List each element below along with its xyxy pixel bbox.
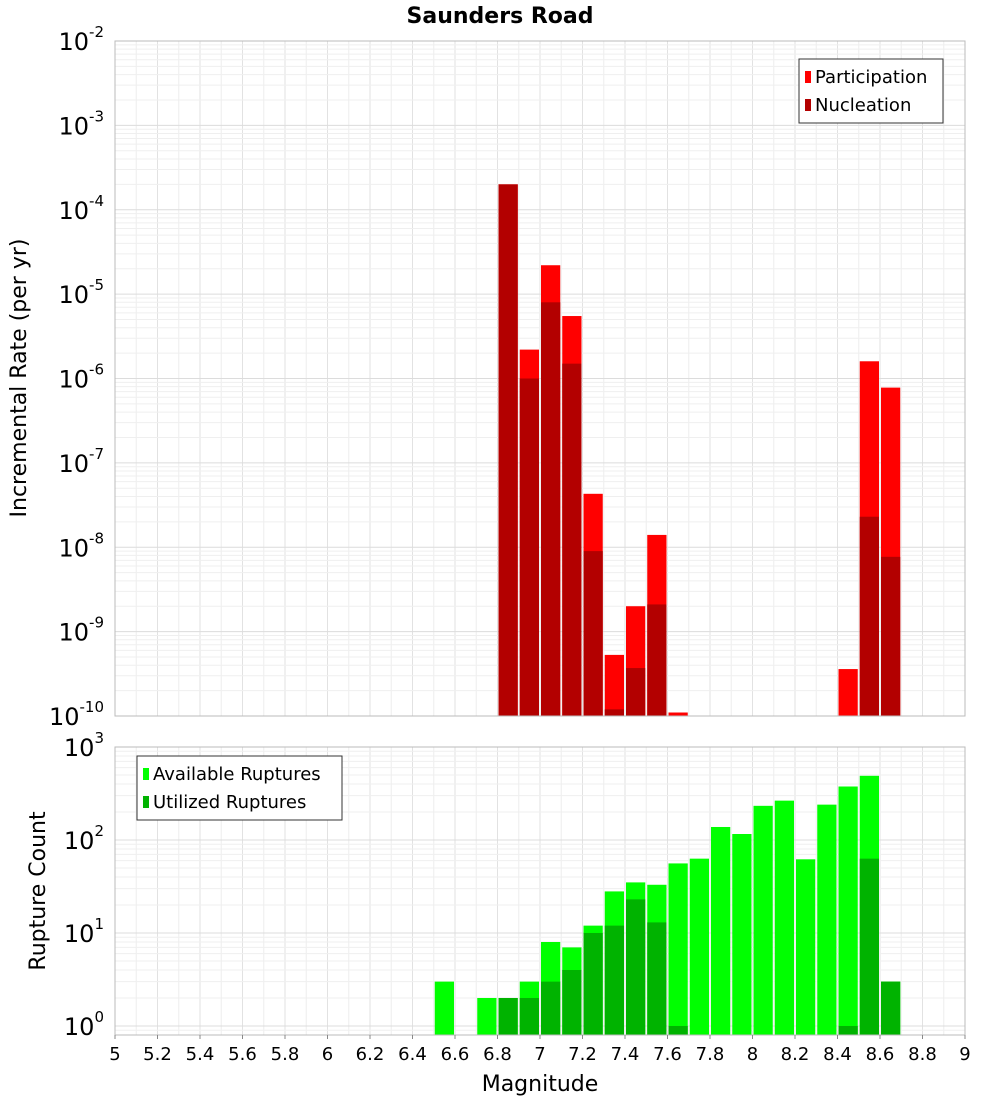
top-bar-series2 bbox=[626, 668, 646, 716]
x-tick-label: 6 bbox=[322, 1044, 333, 1065]
bottom-legend-label: Utilized Ruptures bbox=[153, 792, 306, 813]
x-tick-label: 5 bbox=[109, 1044, 120, 1065]
x-axis-label: Magnitude bbox=[482, 1072, 599, 1097]
bottom-bar-series2 bbox=[583, 932, 603, 1035]
top-bar-series2 bbox=[562, 363, 582, 716]
top-y-tick-label: 10-5 bbox=[58, 276, 104, 309]
top-y-tick-label: 10-8 bbox=[58, 529, 104, 562]
top-bar-series2 bbox=[859, 516, 879, 716]
bottom-bar-series1 bbox=[838, 786, 858, 1035]
top-y-tick-label: 10-2 bbox=[58, 23, 104, 56]
x-tick-label: 9 bbox=[959, 1044, 970, 1065]
top-y-axis-label: Incremental Rate (per yr) bbox=[7, 239, 32, 518]
top-bar-series2 bbox=[541, 302, 561, 716]
top-legend-box bbox=[798, 58, 944, 124]
top-bar-series2 bbox=[583, 551, 603, 716]
x-tick-label: 5.2 bbox=[143, 1044, 172, 1065]
bottom-bar-series2 bbox=[838, 1025, 858, 1035]
bottom-bar-series2 bbox=[647, 922, 667, 1035]
bottom-bar-series1 bbox=[668, 863, 688, 1035]
x-tick-label: 6.4 bbox=[398, 1044, 427, 1065]
bottom-legend-label: Available Ruptures bbox=[153, 764, 321, 785]
top-legend-label: Participation bbox=[815, 67, 927, 88]
bottom-plot-area: 100 101 102 103 Available Ruptures Utilized R… bbox=[64, 729, 971, 1065]
x-tick-label: 7.8 bbox=[696, 1044, 725, 1065]
top-bar-series1 bbox=[838, 669, 858, 716]
top-bar-series2 bbox=[498, 184, 518, 717]
x-tick-label: 5.6 bbox=[228, 1044, 257, 1065]
bottom-bar-series2 bbox=[881, 981, 901, 1035]
top-bar-series1 bbox=[668, 712, 688, 716]
top-y-tick-label: 10-4 bbox=[58, 192, 104, 225]
bottom-y-tick-label: 103 bbox=[64, 729, 104, 762]
x-tick-label: 5.8 bbox=[271, 1044, 300, 1065]
x-tick-label: 8.6 bbox=[866, 1044, 895, 1065]
bottom-y-tick-label: 102 bbox=[64, 822, 104, 855]
bottom-bar-series1 bbox=[434, 981, 454, 1035]
x-tick-label: 5.4 bbox=[186, 1044, 215, 1065]
top-y-tick-label: 10-6 bbox=[58, 361, 104, 394]
bottom-bar-series1 bbox=[732, 834, 752, 1035]
bottom-legend-box bbox=[136, 755, 343, 821]
top-y-tick-label: 10-7 bbox=[58, 445, 104, 478]
x-tick-label: 8.4 bbox=[823, 1044, 852, 1065]
top-bar-series2 bbox=[647, 604, 667, 716]
top-legend-swatch bbox=[805, 71, 811, 83]
top-bar-series2 bbox=[519, 378, 539, 716]
bottom-legend-swatch bbox=[143, 796, 149, 808]
bottom-bar-series1 bbox=[753, 805, 773, 1035]
bottom-y-tick-label: 101 bbox=[64, 915, 104, 948]
x-tick-label: 6.2 bbox=[356, 1044, 385, 1065]
x-tick-label: 7.2 bbox=[568, 1044, 597, 1065]
bottom-bar-series2 bbox=[626, 899, 646, 1035]
x-tick-label: 6.6 bbox=[441, 1044, 470, 1065]
x-tick-label: 7.4 bbox=[611, 1044, 640, 1065]
x-tick-label: 7.6 bbox=[653, 1044, 682, 1065]
bottom-bar-series2 bbox=[668, 1025, 688, 1035]
chart-title: Saunders Road bbox=[407, 4, 594, 29]
top-plot-area: 10-10 10-9 10-8 10-7 10-6 10-5 10-4 10-3 10-2 Par… bbox=[49, 23, 966, 731]
top-y-tick-label: 10-3 bbox=[58, 107, 104, 140]
top-legend-label: Nucleation bbox=[815, 95, 911, 116]
x-tick-label: 8 bbox=[747, 1044, 758, 1065]
bottom-y-tick-label: 100 bbox=[64, 1008, 104, 1041]
top-legend-swatch bbox=[805, 99, 811, 111]
bottom-bar-series1 bbox=[774, 800, 794, 1035]
x-tick-label: 7 bbox=[534, 1044, 545, 1065]
bottom-bar-series1 bbox=[477, 997, 497, 1035]
bottom-bar-series1 bbox=[796, 859, 816, 1035]
bottom-y-axis-label: Rupture Count bbox=[26, 811, 51, 971]
bottom-bar-series2 bbox=[604, 925, 624, 1035]
top-y-tick-label: 10-10 bbox=[49, 698, 104, 731]
top-y-tick-label: 10-9 bbox=[58, 614, 104, 647]
bottom-bar-series1 bbox=[817, 804, 837, 1035]
bottom-bar-series2 bbox=[519, 997, 539, 1035]
x-tick-label: 8.2 bbox=[781, 1044, 810, 1065]
top-plot-frame bbox=[114, 40, 966, 717]
bottom-bar-series1 bbox=[689, 858, 709, 1035]
bottom-bar-series2 bbox=[498, 997, 518, 1035]
top-bar-series2 bbox=[604, 709, 624, 716]
x-tick-label: 6.8 bbox=[483, 1044, 512, 1065]
top-bar-series1 bbox=[604, 654, 624, 716]
bottom-legend-swatch bbox=[143, 768, 149, 780]
bottom-bar-series2 bbox=[562, 969, 582, 1035]
bottom-bar-series1 bbox=[711, 826, 731, 1035]
bottom-bar-series2 bbox=[859, 858, 879, 1035]
bottom-bar-series2 bbox=[541, 981, 561, 1035]
x-tick-label: 8.8 bbox=[908, 1044, 937, 1065]
top-bar-series2 bbox=[881, 556, 901, 716]
